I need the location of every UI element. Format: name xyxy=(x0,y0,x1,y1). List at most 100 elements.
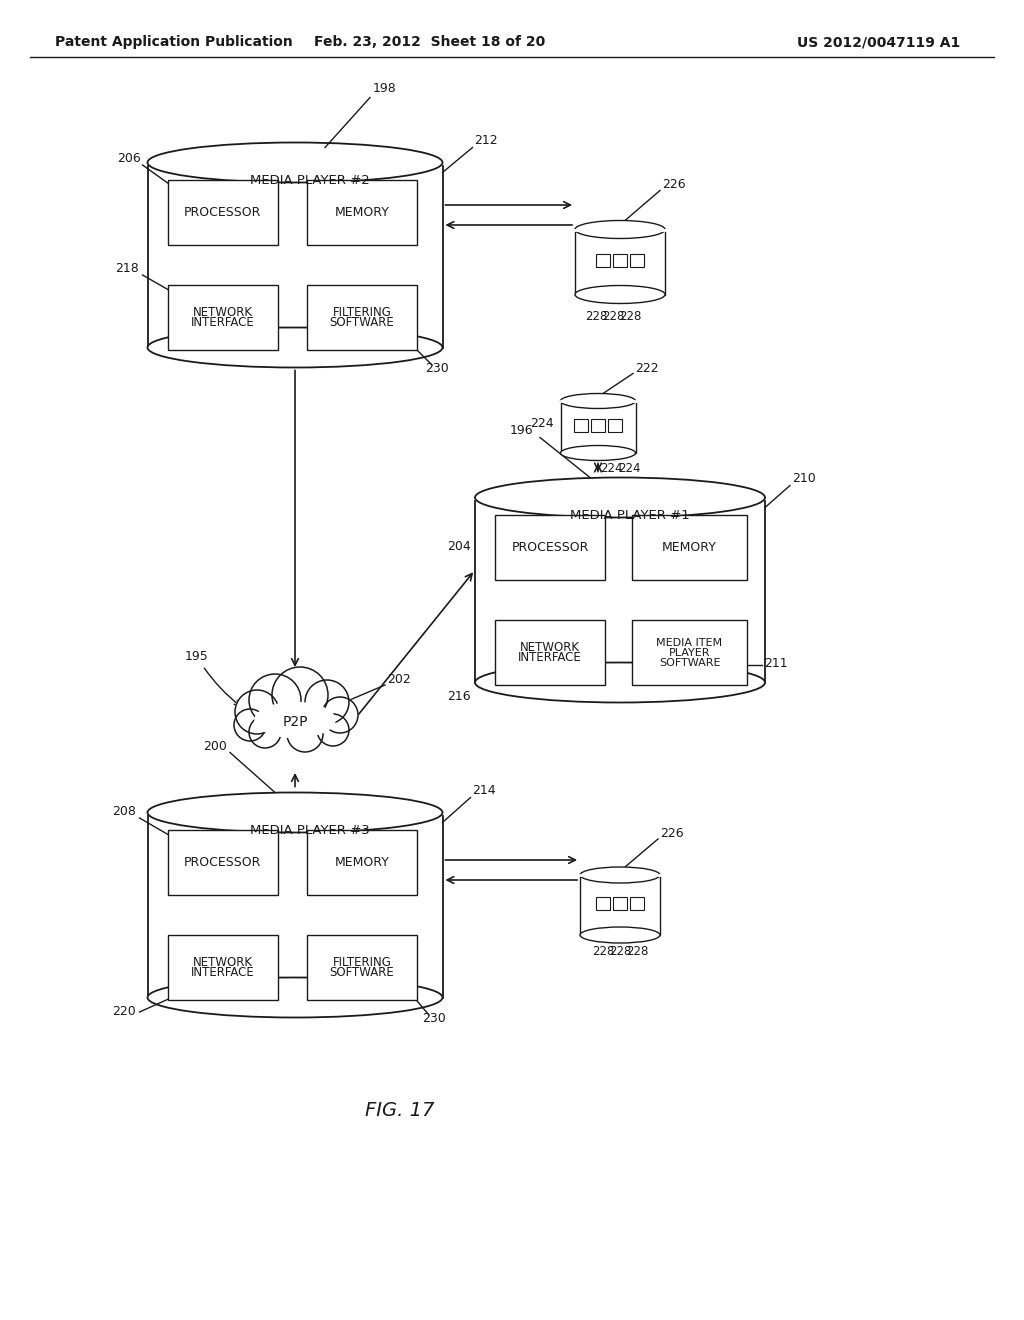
Circle shape xyxy=(234,690,279,734)
Text: 230: 230 xyxy=(425,362,449,375)
Text: PROCESSOR: PROCESSOR xyxy=(184,855,261,869)
Text: MEMORY: MEMORY xyxy=(335,206,389,219)
Text: MEMORY: MEMORY xyxy=(663,541,717,554)
Bar xyxy=(632,515,746,579)
Ellipse shape xyxy=(560,393,636,408)
Text: 211: 211 xyxy=(764,657,787,671)
Bar xyxy=(613,896,627,909)
Text: INTERFACE: INTERFACE xyxy=(190,966,254,979)
Text: 198: 198 xyxy=(373,82,396,95)
Text: NETWORK: NETWORK xyxy=(193,306,253,318)
Text: 220: 220 xyxy=(113,1005,136,1018)
Text: MEDIA PLAYER #2: MEDIA PLAYER #2 xyxy=(250,174,370,187)
Text: 204: 204 xyxy=(447,540,471,553)
Text: 224: 224 xyxy=(600,462,623,475)
Bar xyxy=(168,830,278,895)
Bar xyxy=(168,935,278,1001)
Ellipse shape xyxy=(147,143,442,182)
Text: 200: 200 xyxy=(203,739,227,752)
Bar xyxy=(495,515,605,579)
Bar xyxy=(147,813,442,998)
Bar xyxy=(574,418,588,432)
Text: 226: 226 xyxy=(662,177,686,190)
Text: SOFTWARE: SOFTWARE xyxy=(658,657,720,668)
Text: 210: 210 xyxy=(792,473,816,486)
Circle shape xyxy=(317,714,349,746)
Bar xyxy=(475,498,765,682)
Text: SOFTWARE: SOFTWARE xyxy=(330,966,394,979)
Text: INTERFACE: INTERFACE xyxy=(518,651,582,664)
Text: 214: 214 xyxy=(472,784,496,797)
Ellipse shape xyxy=(147,792,442,833)
Ellipse shape xyxy=(475,478,765,517)
Text: 208: 208 xyxy=(113,805,136,818)
Bar xyxy=(596,253,610,267)
Text: MEDIA ITEM: MEDIA ITEM xyxy=(656,638,723,648)
Text: 216: 216 xyxy=(447,690,471,704)
Text: MEDIA PLAYER #3: MEDIA PLAYER #3 xyxy=(250,824,370,837)
Bar xyxy=(307,935,417,1001)
Text: P2P: P2P xyxy=(283,715,308,729)
Bar xyxy=(560,401,636,453)
Text: 196: 196 xyxy=(510,425,534,437)
Text: PROCESSOR: PROCESSOR xyxy=(511,541,589,554)
Text: Feb. 23, 2012  Sheet 18 of 20: Feb. 23, 2012 Sheet 18 of 20 xyxy=(314,36,546,49)
Text: NETWORK: NETWORK xyxy=(520,640,580,653)
Text: INTERFACE: INTERFACE xyxy=(190,317,254,329)
Text: 228: 228 xyxy=(609,945,631,958)
Text: 230: 230 xyxy=(422,1012,445,1026)
Bar xyxy=(613,253,627,267)
Ellipse shape xyxy=(575,220,665,239)
Bar xyxy=(630,253,644,267)
Text: 228: 228 xyxy=(602,310,625,323)
Ellipse shape xyxy=(147,978,442,1018)
Text: 202: 202 xyxy=(387,673,411,686)
Ellipse shape xyxy=(560,446,636,461)
Text: FILTERING: FILTERING xyxy=(333,956,391,969)
Text: FILTERING: FILTERING xyxy=(333,306,391,318)
Text: 222: 222 xyxy=(635,362,658,375)
Circle shape xyxy=(305,680,349,723)
Bar xyxy=(630,896,644,909)
Bar xyxy=(495,620,605,685)
Text: Patent Application Publication: Patent Application Publication xyxy=(55,36,293,49)
Text: MEDIA PLAYER #1: MEDIA PLAYER #1 xyxy=(570,510,690,521)
Text: 195: 195 xyxy=(185,649,240,705)
Circle shape xyxy=(249,715,281,748)
Circle shape xyxy=(287,715,323,752)
Text: MEMORY: MEMORY xyxy=(335,855,389,869)
Bar xyxy=(591,418,605,432)
Circle shape xyxy=(249,675,301,726)
Bar xyxy=(575,230,665,294)
Bar xyxy=(147,162,442,347)
Bar xyxy=(580,875,660,935)
Bar xyxy=(608,418,622,432)
Ellipse shape xyxy=(575,285,665,304)
Text: 212: 212 xyxy=(474,135,498,148)
Ellipse shape xyxy=(255,702,335,738)
Bar xyxy=(596,896,610,909)
Ellipse shape xyxy=(475,663,765,702)
Bar xyxy=(632,620,746,685)
Text: 228: 228 xyxy=(618,310,641,323)
Bar xyxy=(168,285,278,350)
Ellipse shape xyxy=(580,927,660,942)
Bar xyxy=(307,180,417,246)
Bar xyxy=(307,830,417,895)
Text: US 2012/0047119 A1: US 2012/0047119 A1 xyxy=(797,36,961,49)
Text: FIG. 17: FIG. 17 xyxy=(366,1101,434,1119)
Text: SOFTWARE: SOFTWARE xyxy=(330,317,394,329)
Text: NETWORK: NETWORK xyxy=(193,956,253,969)
Ellipse shape xyxy=(147,327,442,367)
Bar xyxy=(307,285,417,350)
Text: PROCESSOR: PROCESSOR xyxy=(184,206,261,219)
Circle shape xyxy=(234,709,266,741)
Text: 224: 224 xyxy=(530,417,554,430)
Text: 228: 228 xyxy=(585,310,607,323)
Text: 224: 224 xyxy=(617,462,640,475)
Bar xyxy=(168,180,278,246)
Text: PLAYER: PLAYER xyxy=(669,648,711,657)
Text: 206: 206 xyxy=(118,152,141,165)
Text: 228: 228 xyxy=(592,945,614,958)
Text: 228: 228 xyxy=(626,945,648,958)
